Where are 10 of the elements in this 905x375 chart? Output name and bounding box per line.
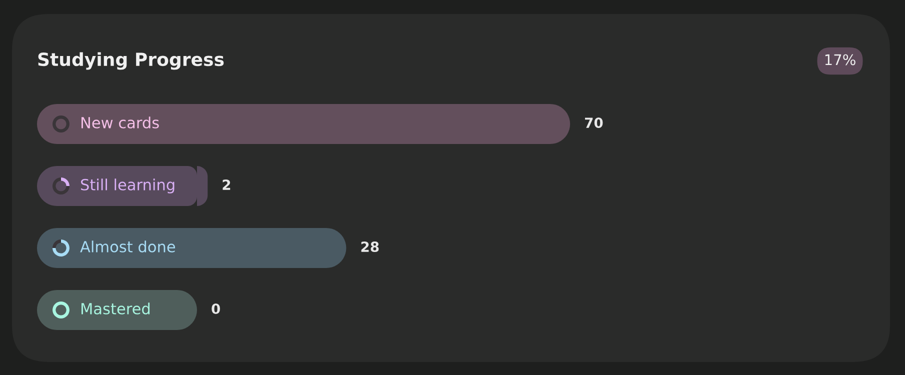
data-label: 0: [212, 304, 220, 314]
y-tick-label: Almost done: [80, 240, 176, 252]
y-tick-label: Mastered: [82, 302, 150, 314]
chart-title: Studying Progress: [38, 52, 224, 70]
y-tick-label: Still learning: [81, 178, 174, 194]
y-tick-label: New cards: [82, 116, 159, 128]
data-label: 2: [222, 180, 230, 190]
text: 17%: [825, 54, 856, 66]
data-label: 28: [361, 242, 379, 252]
data-label: 70: [585, 118, 603, 128]
